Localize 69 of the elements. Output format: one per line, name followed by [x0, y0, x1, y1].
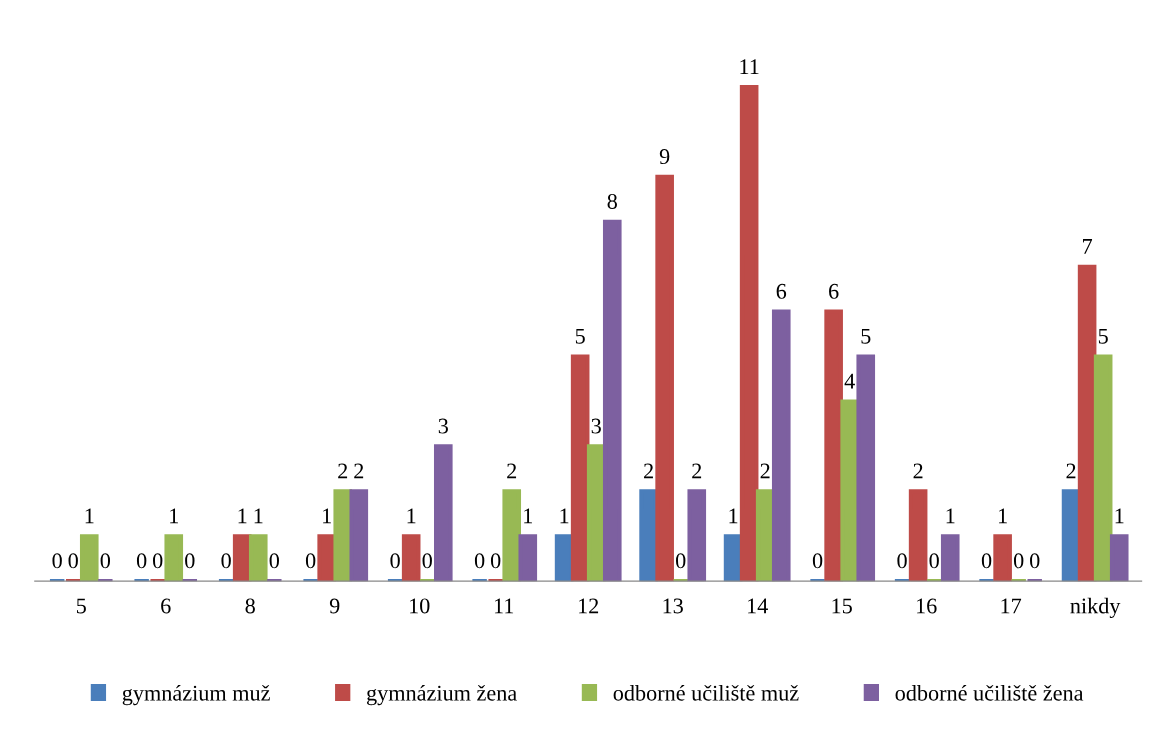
- data-label: 5: [861, 328, 871, 344]
- data-label: 7: [1083, 239, 1093, 254]
- data-label: 11: [740, 59, 759, 74]
- data-label: 0: [929, 553, 939, 569]
- x-tick-label: 9: [329, 598, 340, 614]
- x-tick-label: 13: [663, 598, 683, 614]
- data-label: 0: [390, 553, 400, 569]
- x-tick-label: 5: [76, 598, 86, 614]
- data-label: 0: [981, 553, 992, 569]
- data-label: 0: [812, 553, 823, 569]
- legend-label: odborné učiliště muž: [613, 684, 799, 701]
- data-label: 1: [407, 508, 416, 524]
- data-label: 3: [591, 418, 601, 434]
- data-label: 1: [254, 508, 263, 524]
- data-label: 2: [354, 463, 364, 479]
- data-label: 2: [913, 463, 923, 479]
- data-label: 0: [305, 553, 316, 569]
- data-label: 6: [829, 283, 839, 299]
- x-tick-label: 6: [161, 598, 171, 614]
- data-label: 5: [1098, 328, 1108, 344]
- data-label: 0: [422, 553, 432, 569]
- data-label: 0: [136, 553, 147, 569]
- legend-label: gymnázium žena: [366, 684, 517, 706]
- data-label: 1: [1115, 508, 1124, 524]
- x-tick-label: nikdy: [1070, 597, 1121, 619]
- data-label: 0: [1030, 553, 1040, 569]
- data-label: 0: [68, 553, 78, 569]
- data-label: 1: [729, 508, 738, 524]
- data-label: 2: [760, 463, 770, 479]
- data-label: 1: [323, 508, 331, 524]
- data-label: 3: [438, 418, 448, 434]
- data-label: 2: [1066, 463, 1076, 479]
- data-label: 1: [560, 508, 569, 524]
- data-label: 1: [85, 508, 94, 524]
- data-label: 0: [52, 553, 62, 569]
- data-label: 0: [221, 553, 231, 569]
- x-tick-label: 14: [748, 598, 768, 614]
- data-label: 0: [185, 553, 195, 569]
- data-label: 0: [100, 553, 111, 569]
- data-label: 1: [524, 508, 532, 524]
- data-label: 2: [338, 463, 348, 479]
- data-label: 1: [238, 508, 247, 524]
- data-label: 0: [269, 553, 280, 569]
- data-label: 4: [844, 373, 855, 389]
- data-label: 0: [1013, 553, 1024, 569]
- x-tick-label: 11: [494, 598, 514, 614]
- x-tick-label: 17: [1001, 598, 1022, 614]
- data-label: 8: [607, 193, 617, 209]
- data-label: 0: [490, 553, 501, 569]
- legend-label: odborné učiliště žena: [895, 684, 1084, 701]
- data-label: 1: [170, 508, 178, 524]
- data-label: 1: [946, 508, 955, 524]
- data-label: 9: [659, 149, 670, 165]
- data-label: 5: [575, 328, 585, 344]
- data-label: 2: [692, 463, 702, 479]
- data-label: 0: [153, 553, 163, 569]
- x-tick-label: 12: [579, 598, 599, 614]
- x-tick-label: 10: [410, 598, 430, 614]
- data-label: 0: [676, 553, 686, 569]
- data-label: 1: [999, 508, 1007, 524]
- data-label: 0: [897, 553, 907, 569]
- data-label: 6: [776, 283, 787, 299]
- data-label: 2: [644, 463, 653, 479]
- x-tick-label: 16: [917, 598, 937, 614]
- x-tick-label: 15: [832, 598, 852, 614]
- legend-label: gymnázium muž: [122, 684, 270, 706]
- data-label: 2: [507, 463, 517, 479]
- x-tick-label: 8: [245, 598, 255, 614]
- data-label: 0: [474, 553, 485, 569]
